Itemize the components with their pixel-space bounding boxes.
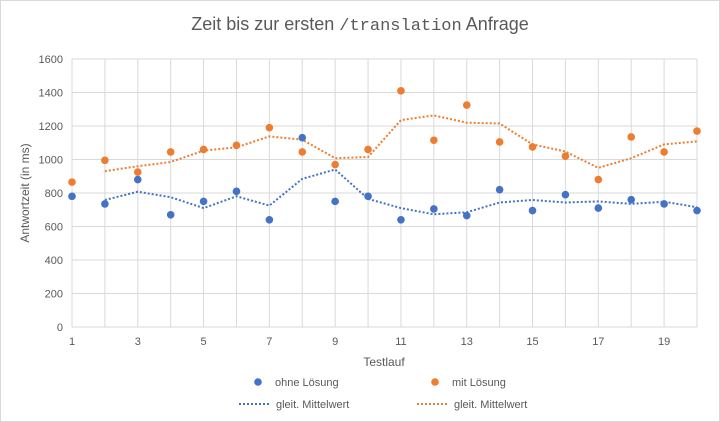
x-tick-label: 13 [461,336,473,348]
data-point [462,211,471,220]
data-point [232,141,241,150]
data-point [265,216,274,224]
data-point [430,136,438,145]
legend-label: ohne Lösung [275,377,339,389]
data-point [364,145,372,154]
y-axis-label: Antwortzeit (in ms) [18,143,32,242]
data-point [528,206,537,215]
data-point [68,178,76,186]
data-point [68,192,76,201]
legend-marker [254,378,262,386]
data-point [265,123,274,132]
data-points [68,87,701,224]
chart-title-code: /translation [339,17,461,36]
data-point [397,216,405,224]
legend: ohne Lösung mit Lösung gleit. Mittelwert gl… [239,377,527,411]
grid-lines [71,58,698,328]
x-tick-label: 9 [332,336,338,348]
y-tick-label: 400 [45,255,63,267]
data-point [627,195,636,204]
data-point [166,210,175,219]
trendline [104,168,698,216]
y-tick-label: 1400 [39,88,63,100]
data-point [298,148,307,156]
data-point [101,200,109,208]
y-tick-label: 600 [45,222,63,234]
data-point [232,187,241,196]
x-axis-label: Testlauf [363,355,405,369]
x-tick-label: 1 [69,336,75,348]
data-point [660,148,668,156]
y-tick-label: 1200 [39,121,63,133]
data-point [331,160,339,169]
data-point [495,138,504,146]
y-tick-label: 800 [45,188,63,200]
x-tick-label: 17 [592,336,604,348]
data-point [364,192,372,201]
chart-title-prefix: Zeit bis zur ersten [191,14,339,34]
data-point [298,133,307,142]
x-tick-label: 7 [266,336,272,348]
data-point [495,185,504,194]
chart-title: Zeit bis zur ersten /translation Anfrage [191,14,529,36]
x-tick-label: 5 [201,336,207,348]
chart-title-suffix: Anfrage [462,14,529,34]
data-point [693,206,701,215]
data-point [397,87,405,95]
data-point [430,205,438,213]
data-point [594,175,603,184]
data-point [462,101,471,109]
data-point [693,127,701,135]
data-point [594,204,603,212]
x-tick-label: 11 [395,336,406,348]
data-point [133,168,142,176]
x-tick-label: 19 [658,336,670,348]
y-tick-label: 1000 [39,155,63,167]
y-tick-label: 200 [45,289,63,301]
legend-label: gleit. Mittelwert [276,399,349,411]
y-tick-label: 0 [57,322,63,334]
data-point [627,133,636,141]
data-point [331,197,339,206]
legend-label: mit Lösung [452,377,506,389]
data-point [561,152,570,160]
y-tick-label: 1600 [39,54,63,66]
data-point [199,197,208,206]
data-point [528,143,537,151]
legend-label: gleit. Mittelwert [454,399,527,411]
data-point [199,145,208,154]
x-tick-label: 15 [526,336,538,348]
data-point [660,200,668,208]
data-point [561,190,570,199]
data-point [101,156,109,165]
legend-marker [431,378,439,386]
data-point [133,175,142,184]
x-tick-label: 3 [135,336,141,348]
data-point [166,148,175,156]
